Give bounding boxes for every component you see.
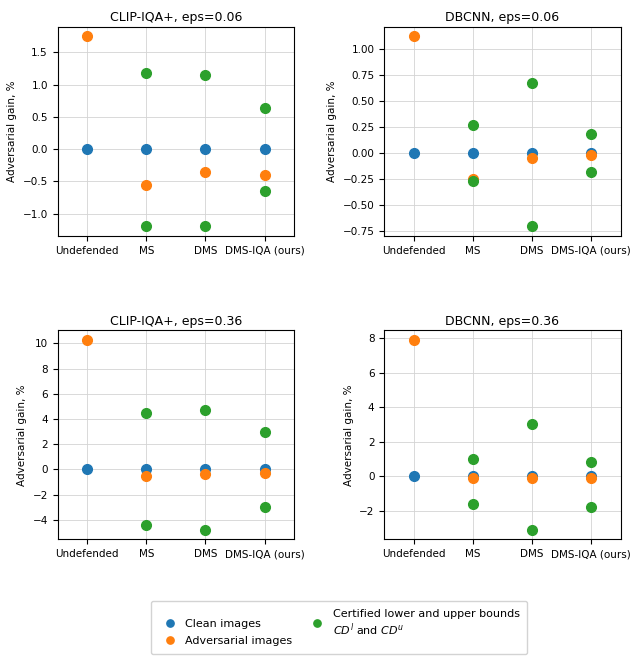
Point: [260, 186, 270, 196]
Point: [82, 464, 92, 475]
Point: [527, 221, 537, 232]
Point: [260, 502, 270, 513]
Point: [200, 405, 211, 416]
Point: [141, 470, 152, 481]
Point: [82, 144, 92, 155]
Point: [586, 149, 596, 160]
Point: [527, 525, 537, 535]
Point: [260, 170, 270, 180]
Point: [586, 502, 596, 513]
Point: [468, 173, 478, 184]
Point: [200, 464, 211, 475]
Point: [260, 144, 270, 155]
Point: [586, 129, 596, 139]
Point: [468, 147, 478, 158]
Point: [141, 464, 152, 475]
Title: DBCNN, eps=0.06: DBCNN, eps=0.06: [445, 11, 559, 24]
Point: [260, 468, 270, 479]
Point: [468, 473, 478, 484]
Point: [260, 426, 270, 437]
Point: [141, 144, 152, 155]
Point: [468, 499, 478, 509]
Title: CLIP-IQA+, eps=0.06: CLIP-IQA+, eps=0.06: [109, 11, 242, 24]
Y-axis label: Adversarial gain, %: Adversarial gain, %: [344, 384, 353, 486]
Point: [468, 175, 478, 186]
Point: [527, 473, 537, 484]
Legend: Clean images, Adversarial images, Certified lower and upper bounds
$CD^l$ and $C: Clean images, Adversarial images, Certif…: [151, 601, 527, 654]
Y-axis label: Adversarial gain, %: Adversarial gain, %: [7, 81, 17, 182]
Point: [141, 67, 152, 78]
Point: [200, 69, 211, 80]
Point: [260, 464, 270, 475]
Point: [527, 471, 537, 482]
Point: [82, 31, 92, 41]
Point: [586, 473, 596, 484]
Y-axis label: Adversarial gain, %: Adversarial gain, %: [327, 81, 337, 182]
Point: [408, 147, 419, 158]
Point: [408, 31, 419, 41]
Point: [200, 144, 211, 155]
Point: [468, 454, 478, 464]
Point: [586, 147, 596, 158]
Point: [586, 167, 596, 178]
Point: [141, 221, 152, 232]
Point: [468, 471, 478, 482]
Point: [586, 457, 596, 468]
Title: DBCNN, eps=0.36: DBCNN, eps=0.36: [445, 314, 559, 328]
Point: [527, 419, 537, 430]
Point: [468, 119, 478, 130]
Point: [141, 179, 152, 190]
Point: [527, 153, 537, 163]
Point: [527, 147, 537, 158]
Point: [527, 78, 537, 89]
Point: [260, 103, 270, 114]
Point: [141, 408, 152, 418]
Point: [586, 471, 596, 482]
Point: [82, 334, 92, 345]
Point: [141, 519, 152, 530]
Point: [200, 221, 211, 232]
Point: [408, 334, 419, 345]
Point: [200, 525, 211, 535]
Point: [200, 469, 211, 480]
Title: CLIP-IQA+, eps=0.36: CLIP-IQA+, eps=0.36: [110, 314, 242, 328]
Y-axis label: Adversarial gain, %: Adversarial gain, %: [17, 384, 27, 486]
Point: [200, 166, 211, 177]
Point: [408, 471, 419, 482]
